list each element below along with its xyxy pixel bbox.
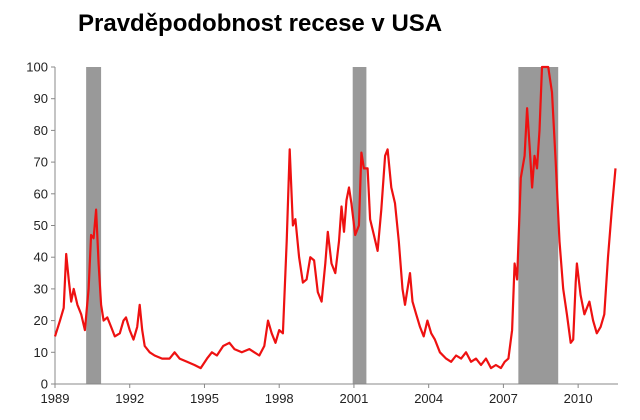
x-tick-label: 2004 (414, 391, 443, 406)
y-tick-group: 0 10 20 30 40 50 60 70 80 90 100 (26, 60, 55, 392)
y-tick-label: 70 (34, 155, 48, 170)
y-tick-label: 60 (34, 186, 48, 201)
x-tick-label: 1995 (190, 391, 219, 406)
x-tick-label: 1998 (265, 391, 294, 406)
y-tick-label: 90 (34, 91, 48, 106)
recession-shading-group (86, 67, 559, 384)
y-tick-label: 10 (34, 345, 48, 360)
x-tick-label: 2001 (339, 391, 368, 406)
chart-title: Pravděpodobnost recese v USA (78, 10, 443, 37)
x-tick-label: 2007 (489, 391, 518, 406)
x-tick-label: 1989 (41, 391, 70, 406)
y-tick-label: 80 (34, 123, 48, 138)
y-tick-label: 100 (26, 60, 48, 75)
recession-band-3 (518, 67, 559, 384)
y-tick-label: 30 (34, 281, 48, 296)
series-line-1 (53, 65, 617, 370)
x-tick-label: 1992 (115, 391, 144, 406)
y-tick-label: 0 (41, 377, 48, 392)
y-tick-label: 20 (34, 313, 48, 328)
x-tick-group: 1989 1992 1995 1998 2001 2004 2007 2010 (41, 384, 593, 406)
y-tick-label: 50 (34, 218, 48, 233)
series-group (53, 65, 617, 370)
y-tick-label: 40 (34, 250, 48, 265)
x-tick-label: 2010 (564, 391, 593, 406)
